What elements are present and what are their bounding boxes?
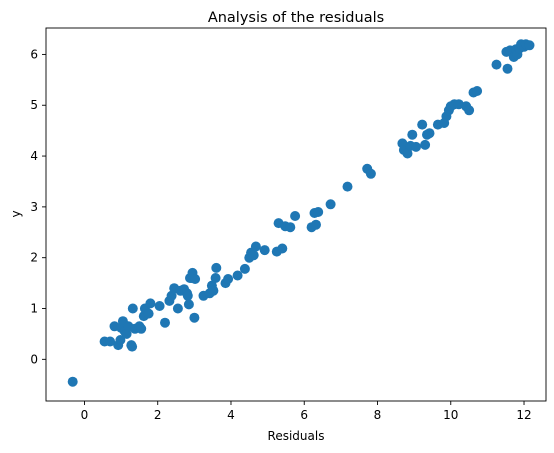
data-point: [420, 139, 431, 150]
data-point: [313, 207, 324, 217]
data-point: [502, 63, 513, 74]
y-axis-label: y: [9, 210, 23, 217]
y-tick-label: 1: [30, 302, 38, 316]
data-point: [402, 148, 413, 159]
data-point: [183, 299, 194, 310]
data-point: [121, 328, 132, 339]
data-point: [105, 336, 116, 347]
data-point: [290, 211, 301, 221]
data-point: [232, 270, 243, 281]
data-point: [210, 273, 221, 283]
x-tick-label: 4: [227, 408, 235, 422]
data-point: [211, 262, 222, 273]
x-tick-label: 6: [300, 408, 308, 422]
data-point: [136, 323, 147, 334]
y-axis-ticks: 0 1 2 3 4 5 6: [30, 47, 46, 366]
data-point: [145, 298, 156, 309]
data-point: [208, 285, 219, 296]
data-point: [491, 59, 502, 70]
data-point: [325, 199, 336, 210]
data-point: [407, 129, 418, 140]
data-point: [285, 222, 296, 233]
data-point: [311, 219, 321, 230]
data-point: [472, 86, 483, 96]
data-point: [160, 317, 170, 328]
data-point: [417, 119, 428, 130]
data-point: [464, 105, 475, 116]
data-point: [115, 335, 126, 345]
data-point: [189, 312, 200, 323]
y-tick-label: 3: [30, 200, 38, 214]
data-point: [250, 241, 261, 252]
data-point: [127, 303, 138, 314]
data-point: [411, 141, 421, 152]
data-point: [524, 40, 535, 51]
data-point: [277, 243, 288, 254]
data-point: [182, 290, 193, 301]
data-point: [223, 274, 234, 284]
data-point: [365, 168, 376, 179]
y-tick-label: 2: [30, 251, 38, 265]
data-point: [143, 308, 154, 319]
points-layer: [67, 39, 535, 387]
chart-title: Analysis of the residuals: [208, 10, 384, 26]
y-tick-label: 5: [30, 98, 38, 112]
data-point: [154, 301, 165, 311]
x-tick-label: 0: [81, 408, 89, 422]
data-point: [127, 341, 138, 352]
x-tick-label: 8: [374, 408, 382, 422]
data-point: [259, 245, 270, 256]
data-point: [67, 376, 78, 387]
data-point: [342, 181, 353, 192]
data-point: [248, 250, 259, 261]
data-point: [190, 274, 201, 284]
x-tick-label: 2: [154, 408, 162, 422]
data-point: [172, 303, 183, 314]
data-point: [166, 290, 177, 301]
data-point: [424, 128, 435, 139]
x-axis-ticks: 0 2 4 6 8 10 12: [81, 401, 532, 422]
data-point: [239, 263, 250, 274]
y-tick-label: 0: [30, 352, 38, 366]
x-tick-label: 10: [443, 408, 458, 422]
x-axis-label: Residuals: [268, 429, 325, 443]
x-tick-label: 12: [516, 408, 531, 422]
plot-frame: [45, 27, 547, 402]
y-tick-label: 6: [30, 47, 38, 61]
y-tick-label: 4: [30, 149, 38, 163]
